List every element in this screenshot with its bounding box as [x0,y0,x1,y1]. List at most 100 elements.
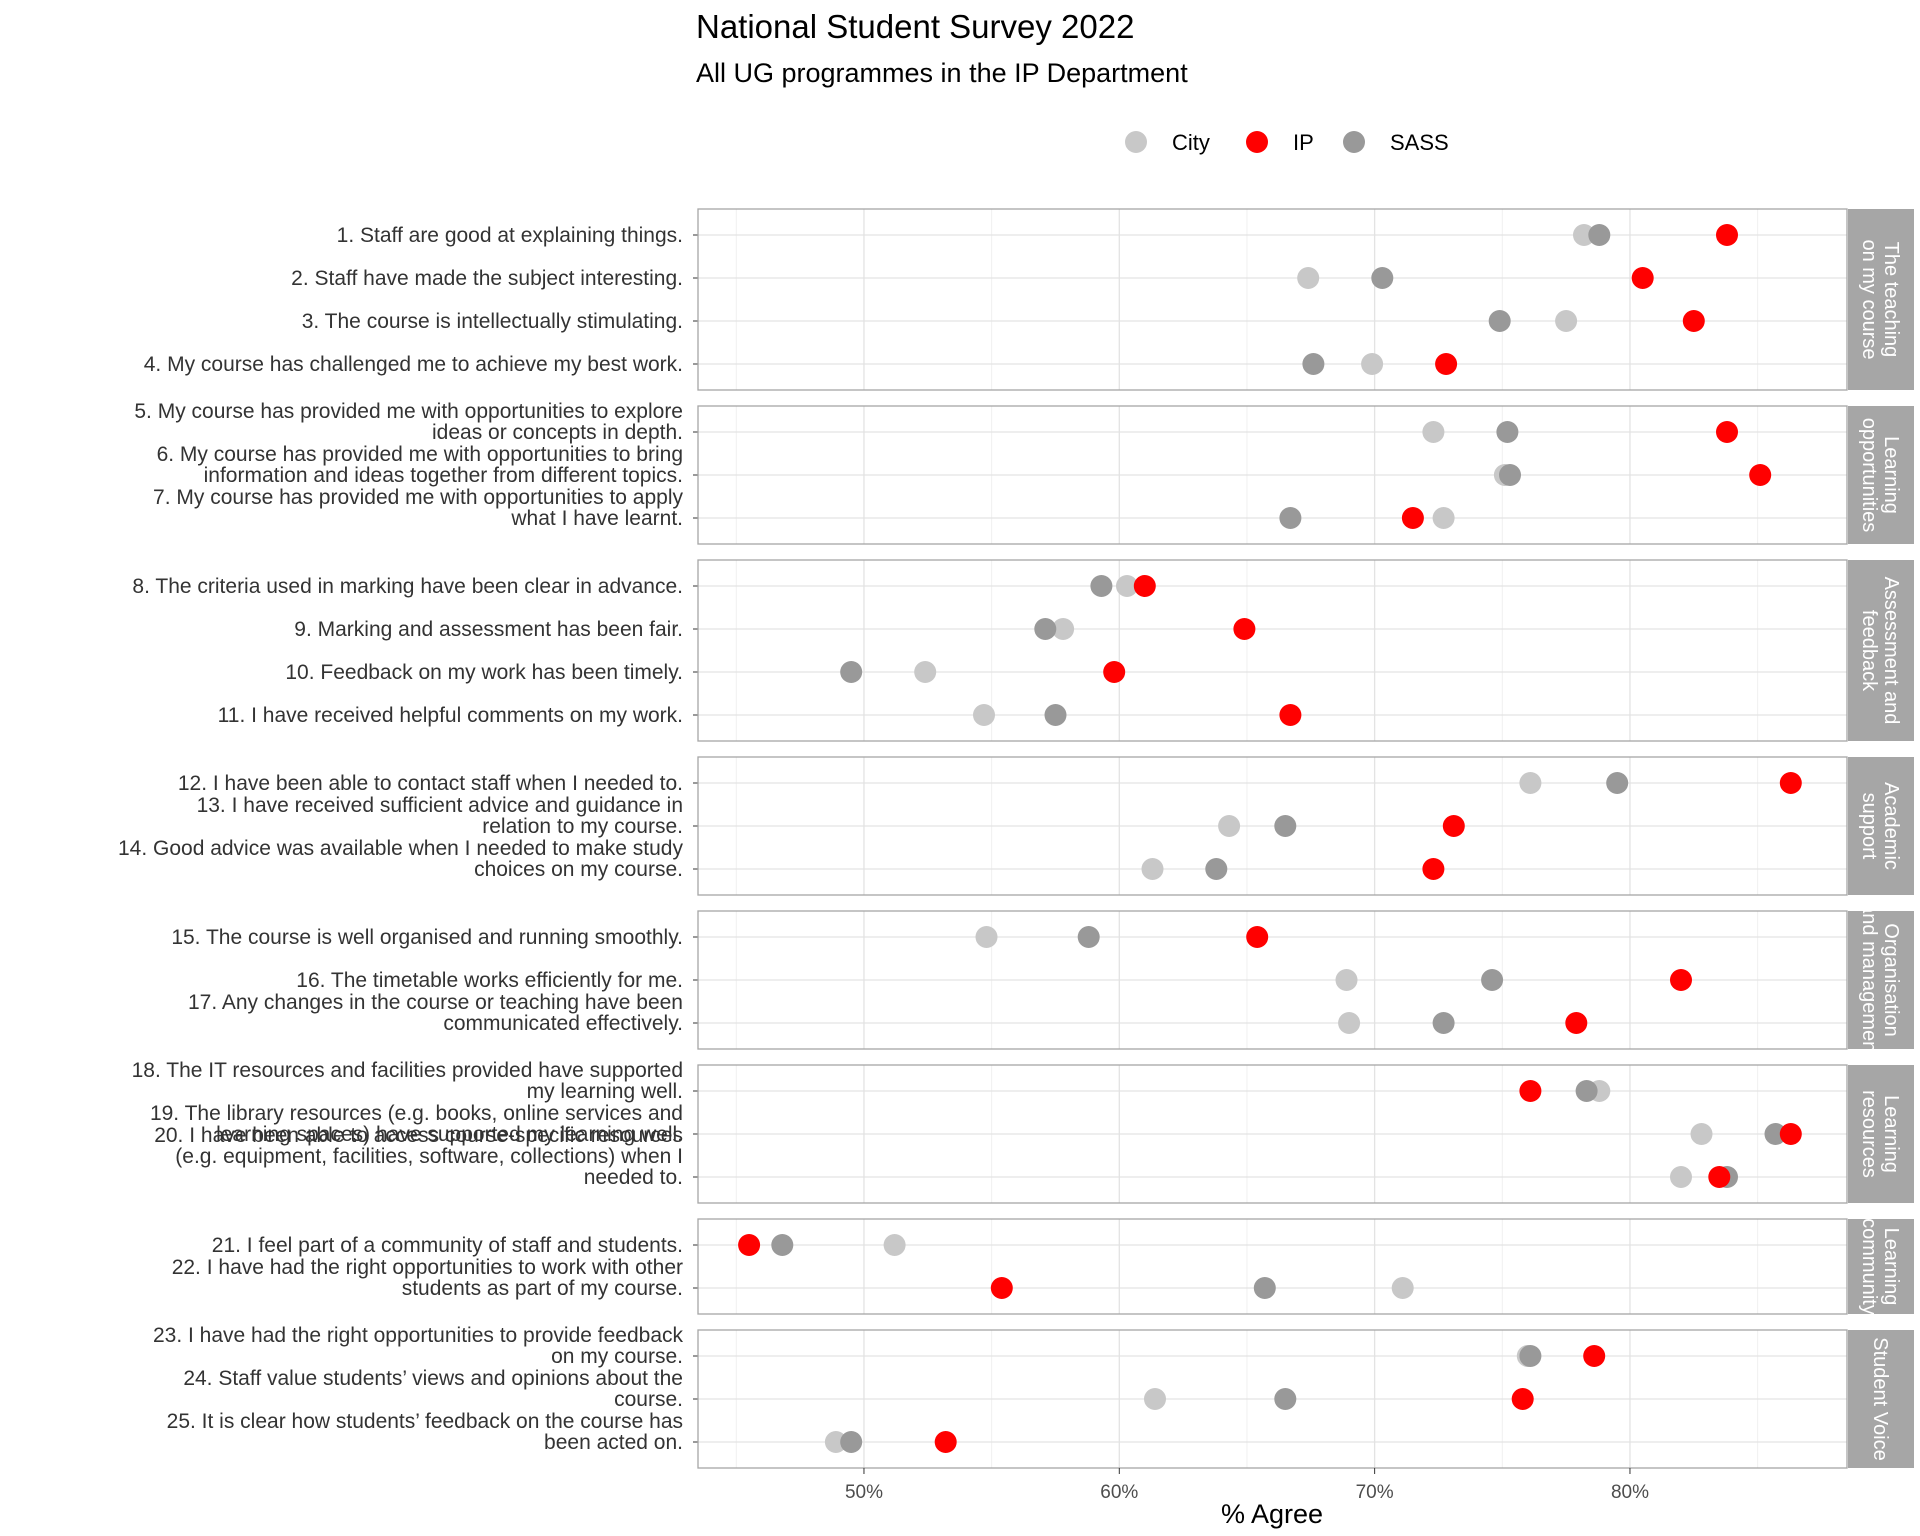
dot-sass [1764,1123,1787,1145]
dot-ip [1708,1166,1731,1188]
question-label: 11. I have received helpful comments on … [218,704,683,727]
panel-2: 5. My course has provided me with opport… [134,400,1914,545]
dot-city [1116,575,1138,597]
question-label: 8. The criteria used in marking have bee… [132,575,683,598]
panel-border [697,559,1848,742]
question-label: 18. The IT resources and facilities prov… [132,1059,683,1103]
question-label: 12. I have been able to contact staff wh… [178,772,683,795]
question-label: 1. Staff are good at explaining things. [337,224,683,247]
question-label: 7. My course has provided me with opport… [153,486,683,530]
dot-city [1670,1166,1692,1188]
panel-4: 12. I have been able to contact staff wh… [118,756,1914,896]
x-tick-label: 50% [845,1482,883,1503]
dot-sass [1090,575,1113,597]
facet-strip-label: Organisationand management [1858,902,1902,1058]
dot-ip [1422,858,1445,880]
legend: City IP SASS [1125,130,1449,155]
question-label: 20. I have been able to access course-sp… [154,1124,683,1189]
facet-strip [1848,209,1914,390]
dot-sass [1499,464,1521,486]
dot-ip [1779,1123,1802,1145]
facet-strip-label: Assessment andfeedback [1858,577,1902,725]
panel-border [697,405,1848,545]
question-label: 5. My course has provided me with opport… [134,400,683,444]
panel-3: 8. The criteria used in marking have bee… [132,559,1914,742]
dot-sass [1274,1388,1297,1410]
dot-ip [934,1431,957,1453]
legend-item-ip: IP [1246,130,1314,155]
dot-sass [1279,507,1302,529]
dot-city [1555,310,1578,332]
dot-ip [1670,969,1692,991]
legend-label-ip: IP [1293,130,1314,155]
dot-city [1335,969,1358,991]
dot-ip [1233,618,1256,640]
facet-strip [1848,1065,1914,1203]
panel-border [697,1329,1848,1469]
question-label: 21. I feel part of a community of staff … [212,1234,683,1257]
dot-city [824,1431,847,1453]
facet-strip-label: Learningresources [1858,1090,1902,1178]
legend-item-sass: SASS [1343,130,1449,155]
facet-strip [1848,757,1914,895]
x-axis-title: % Agree [1221,1499,1323,1529]
dot-city [1422,421,1445,443]
legend-label-city: City [1172,130,1210,155]
dot-sass [1606,772,1629,794]
question-label: 16. The timetable works efficiently for … [296,969,683,992]
dot-sass [1077,926,1100,948]
dot-city [1297,267,1320,289]
dot-city [1052,618,1075,640]
x-tick-label: 70% [1356,1482,1394,1503]
dot-ip [1779,772,1802,794]
dot-sass [1253,1277,1276,1299]
question-label: 9. Marking and assessment has been fair. [294,618,683,641]
facet-panels: 1. Staff are good at explaining things. 2… [118,208,1914,1469]
facet-strip [1848,911,1914,1049]
dot-ip [1435,353,1458,375]
dot-city [1391,1277,1414,1299]
dot-ip [1103,661,1126,683]
dot-sass [1488,310,1511,332]
dot-sass [840,1431,863,1453]
question-label: 15. The course is well organised and run… [171,926,683,949]
panel-border [697,756,1848,896]
dot-ip [1401,507,1424,529]
dot-ip [1716,224,1738,246]
dot-sass [1205,858,1228,880]
dot-ip [738,1234,761,1256]
question-label: 2. Staff have made the subject interesti… [291,267,683,290]
panel-border [697,910,1848,1050]
facet-strip [1848,560,1914,741]
panel-6: 18. The IT resources and facilities prov… [132,1059,1914,1204]
question-label: 14. Good advice was available when I nee… [118,837,684,881]
dot-ip [1511,1388,1534,1410]
dot-sass [1575,1080,1598,1102]
question-label: 22. I have had the right opportunities t… [172,1256,683,1300]
dot-city [1141,858,1164,880]
legend-label-sass: SASS [1390,130,1449,155]
question-label: 25. It is clear how students’ feedback o… [167,1410,683,1454]
dot-city [883,1234,906,1256]
dot-sass [1519,1345,1542,1367]
x-axis: 50% 60% 70% 80% [845,1468,1649,1503]
dot-city [1361,353,1384,375]
legend-item-city: City [1125,130,1210,155]
panel-1: 1. Staff are good at explaining things. 2… [144,208,1914,391]
dot-sass [1496,421,1519,443]
legend-swatch-sass [1343,131,1365,153]
dot-sass [1371,267,1394,289]
facet-strip-label: Learningcommunity [1858,1218,1902,1315]
panel-border [697,1218,1848,1315]
panel-8: 23. I have had the right opportunities t… [153,1324,1914,1469]
question-label: 3. The course is intellectually stimulat… [302,310,683,333]
dot-city [1144,1388,1166,1410]
facet-strip [1848,406,1914,544]
question-label: 23. I have had the right opportunities t… [153,1324,684,1368]
legend-swatch-ip [1246,131,1268,153]
dot-ip [1583,1345,1606,1367]
dot-sass [1044,704,1067,726]
dot-city [975,926,998,948]
panel-border [697,208,1848,391]
dot-sass [1481,969,1504,991]
